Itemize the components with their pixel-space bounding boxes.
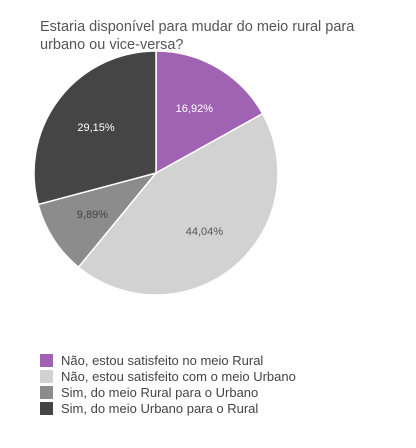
- legend-swatch: [40, 369, 53, 383]
- pie-slice-2: [77, 112, 279, 296]
- legend-label: Sim, do meio Rural para o Urbano: [61, 384, 259, 400]
- pie-slice-4: [33, 50, 157, 206]
- chart-title: Estaria disponível para mudar do meio ru…: [40, 19, 355, 53]
- slice-label-3: 9,89%: [77, 209, 108, 221]
- legend-label: Não, estou satisfeito no meio Rural: [61, 352, 264, 368]
- legend-label: Sim, do meio Urbano para o Rural: [61, 400, 259, 416]
- legend-swatch: [40, 385, 53, 399]
- legend-label: Não, estou satisfeito com o meio Urbano: [61, 368, 296, 384]
- pie-slice-3: [37, 171, 159, 269]
- slice-label-2: 44,04%: [186, 226, 224, 238]
- chart-legend: Não, estou satisfeito no meio Rural Não, …: [40, 352, 296, 416]
- legend-item-1: Não, estou satisfeito no meio Rural: [40, 352, 296, 368]
- slice-label-4: 29,15%: [77, 122, 115, 134]
- legend-item-2: Não, estou satisfeito com o meio Urbano: [40, 368, 296, 384]
- pie-slice-1: [155, 50, 264, 175]
- legend-item-3: Sim, do meio Rural para o Urbano: [40, 384, 296, 400]
- slice-label-1: 16,92%: [176, 103, 214, 115]
- legend-swatch: [40, 401, 53, 415]
- legend-item-4: Sim, do meio Urbano para o Rural: [40, 400, 296, 416]
- legend-swatch: [40, 353, 53, 367]
